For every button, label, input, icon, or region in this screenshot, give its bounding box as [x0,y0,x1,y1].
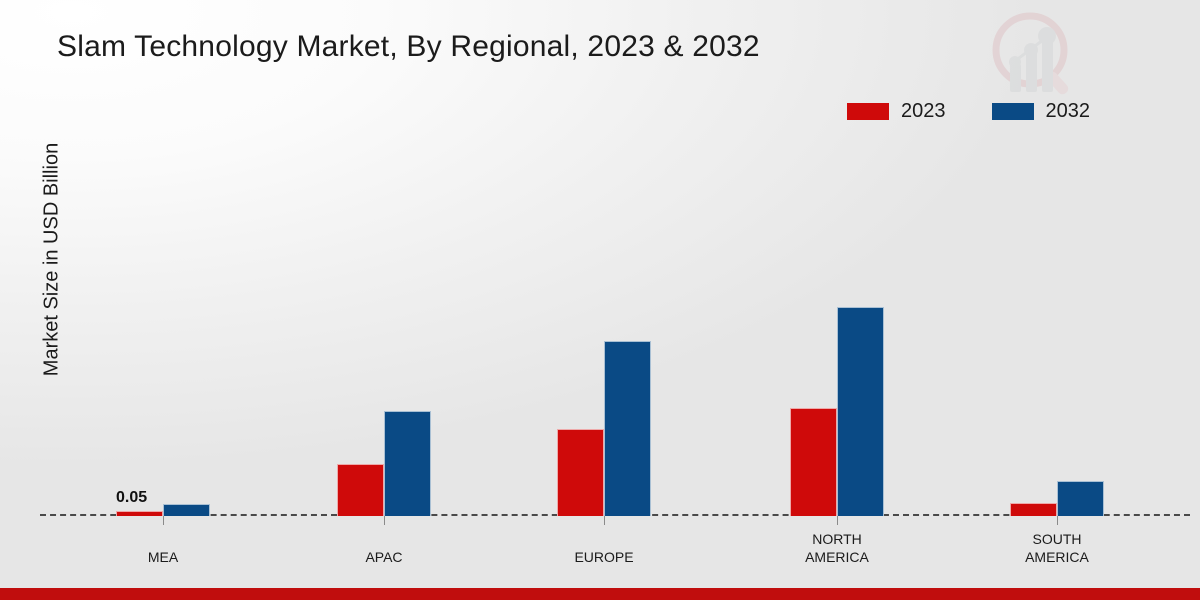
x-tick-label-south-america: SOUTH AMERICA [967,530,1147,566]
x-tick-label-europe-line-1: EUROPE [574,549,634,565]
x-tick-label-south-america-line-2: AMERICA [1025,549,1089,565]
x-tick-label-apac-line-1: APAC [365,549,403,565]
data-label-2023-mea: 0.05 [116,489,148,506]
chart-legend: 2023 2032 [847,100,1090,123]
x-tick-label-mea: MEA [73,548,253,566]
bar-2023-europe[interactable] [557,429,604,516]
bar-2023-apac[interactable] [337,464,384,516]
x-tick-label-south-america-line-1: SOUTH [1032,531,1082,547]
x-tick-label-north-america: NORTH AMERICA [747,530,927,566]
x-tick-label-apac: APAC [294,548,474,566]
bar-2032-mea[interactable] [163,504,210,516]
legend-swatch-2023 [847,103,889,120]
bar-pair-mea [116,504,210,516]
chart-title: Slam Technology Market, By Regional, 202… [57,30,760,63]
x-tick-apac [384,516,385,525]
footer-accent-bar [0,588,1200,600]
legend-label-2032: 2032 [1045,100,1091,122]
bar-2032-north-america[interactable] [837,307,884,516]
x-tick-europe [604,516,605,525]
legend-swatch-2032 [991,103,1034,120]
bar-pair-europe [557,341,651,516]
x-tick-south-america [1057,516,1058,525]
bar-2032-apac[interactable] [384,411,431,516]
x-tick-label-north-america-line-1: NORTH [812,531,862,547]
bar-pair-north-america [790,307,884,516]
bar-2023-north-america[interactable] [790,408,837,516]
magnifier-bar-chart-logo-icon [992,12,1069,95]
legend-item-2032[interactable]: 2032 [991,100,1091,123]
x-tick-label-north-america-line-2: AMERICA [805,549,869,565]
legend-label-2023: 2023 [901,100,946,122]
x-tick-label-mea-line-1: MEA [147,549,179,565]
bar-pair-south-america [1010,481,1104,516]
bar-2023-mea[interactable] [116,511,163,516]
x-tick-label-europe: EUROPE [514,548,694,566]
bar-2023-south-america[interactable] [1010,503,1057,516]
bar-2032-europe[interactable] [604,341,651,516]
bar-pair-apac [337,411,431,516]
x-tick-north-america [837,516,838,525]
legend-item-2023[interactable]: 2023 [847,100,946,123]
bar-2032-south-america[interactable] [1057,481,1104,516]
x-tick-mea [163,516,164,525]
plot-area: 0.05 MEA APAC EUROPE [40,140,1190,565]
